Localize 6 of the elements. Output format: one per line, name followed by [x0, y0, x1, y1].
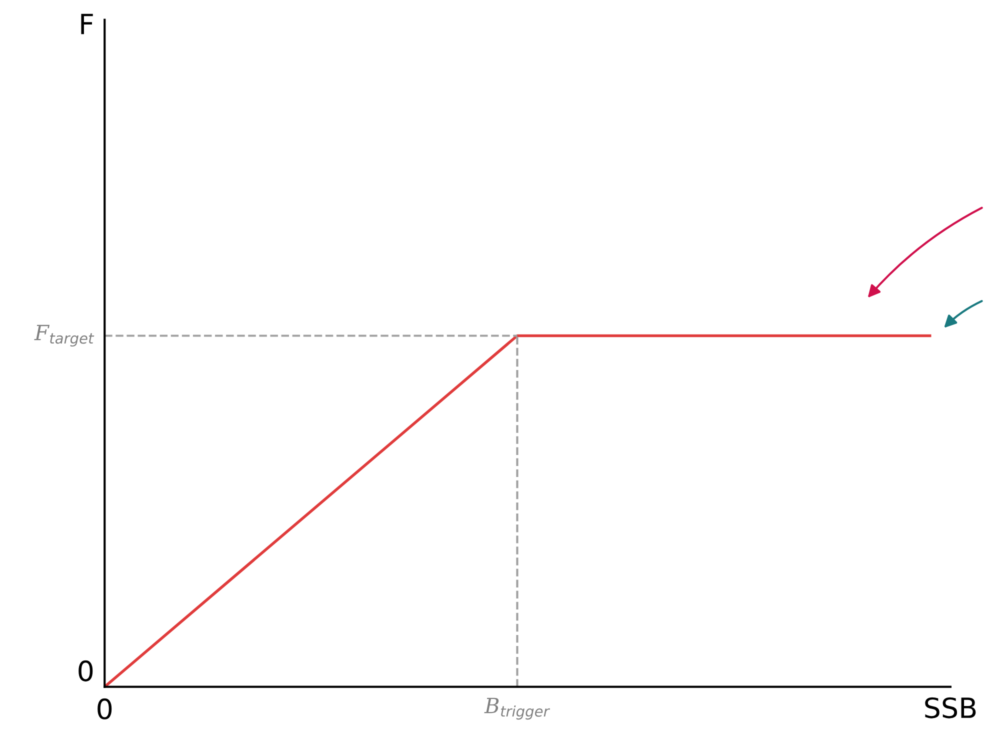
text: target	[50, 333, 94, 347]
x-tick-label: B$_{trigger}$	[484, 698, 550, 720]
text: F	[81, 14, 93, 34]
x-axis-title: SSB	[925, 697, 976, 718]
y-axis-title: F	[34, 324, 50, 340]
text: 0	[78, 660, 93, 682]
